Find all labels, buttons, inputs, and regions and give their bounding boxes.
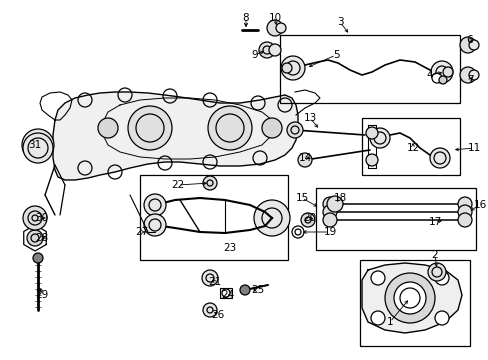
Circle shape [323,213,336,227]
Circle shape [207,106,251,150]
Circle shape [222,289,229,297]
Circle shape [457,197,471,211]
Circle shape [457,205,471,219]
Circle shape [431,73,441,83]
Circle shape [143,214,165,236]
Text: 21: 21 [208,277,221,287]
Text: 22: 22 [171,180,184,190]
Circle shape [33,253,43,263]
Circle shape [128,106,172,150]
Circle shape [438,76,446,84]
Circle shape [203,303,217,317]
Bar [315,188,475,250]
Text: 6: 6 [466,35,472,45]
Text: 28: 28 [35,233,48,243]
Circle shape [282,63,291,73]
Circle shape [323,197,336,211]
Circle shape [365,127,377,139]
Circle shape [326,196,342,212]
Bar [359,260,469,346]
Circle shape [301,213,314,227]
Text: 3: 3 [336,17,343,27]
Text: 23: 23 [223,243,236,253]
Bar [140,175,287,260]
Text: 13: 13 [303,113,316,123]
Circle shape [291,226,304,238]
Text: 24: 24 [221,290,234,300]
Circle shape [323,205,336,219]
Circle shape [430,61,452,83]
Text: 25: 25 [251,285,264,295]
Circle shape [98,118,118,138]
Text: 17: 17 [427,217,441,227]
Text: 26: 26 [211,310,224,320]
Text: 12: 12 [406,143,419,153]
Circle shape [370,271,384,285]
Text: 11: 11 [467,143,480,153]
Circle shape [22,129,54,161]
Circle shape [468,70,478,80]
Text: 16: 16 [472,200,486,210]
Text: 29: 29 [35,290,48,300]
Circle shape [266,20,283,36]
Circle shape [365,154,377,166]
Circle shape [202,270,218,286]
Circle shape [457,213,471,227]
Circle shape [429,148,449,168]
Circle shape [143,194,165,216]
Text: 14: 14 [298,153,311,163]
Circle shape [459,37,475,53]
Circle shape [23,206,47,230]
Circle shape [468,40,478,50]
Circle shape [427,263,445,281]
Text: 7: 7 [466,75,472,85]
Circle shape [384,273,434,323]
Text: 4: 4 [426,70,432,80]
Bar [361,118,459,175]
Circle shape [393,282,425,314]
Circle shape [370,311,384,325]
Circle shape [268,44,281,56]
Text: 8: 8 [242,13,249,23]
Text: 20: 20 [303,213,316,223]
Polygon shape [53,92,297,180]
Circle shape [27,230,43,246]
Circle shape [275,23,285,33]
Text: 15: 15 [295,193,308,203]
Circle shape [240,285,249,295]
Circle shape [281,56,305,80]
Circle shape [434,311,448,325]
Circle shape [369,128,389,148]
Text: 31: 31 [28,140,41,150]
Text: 5: 5 [332,50,339,60]
Text: 1: 1 [386,317,392,327]
Text: 18: 18 [333,193,346,203]
Circle shape [286,122,303,138]
Circle shape [23,133,53,163]
Text: 10: 10 [268,13,281,23]
Text: 9: 9 [251,50,258,60]
Circle shape [442,67,452,77]
Polygon shape [361,263,461,333]
Circle shape [262,118,282,138]
Circle shape [297,153,311,167]
Circle shape [459,67,475,83]
Text: 30: 30 [35,213,48,223]
Text: 27: 27 [135,227,148,237]
Text: 2: 2 [431,250,437,260]
Circle shape [253,200,289,236]
Text: 19: 19 [323,227,336,237]
Circle shape [203,176,217,190]
Bar [220,288,231,298]
Circle shape [434,271,448,285]
Circle shape [259,42,274,58]
Bar [280,35,459,103]
